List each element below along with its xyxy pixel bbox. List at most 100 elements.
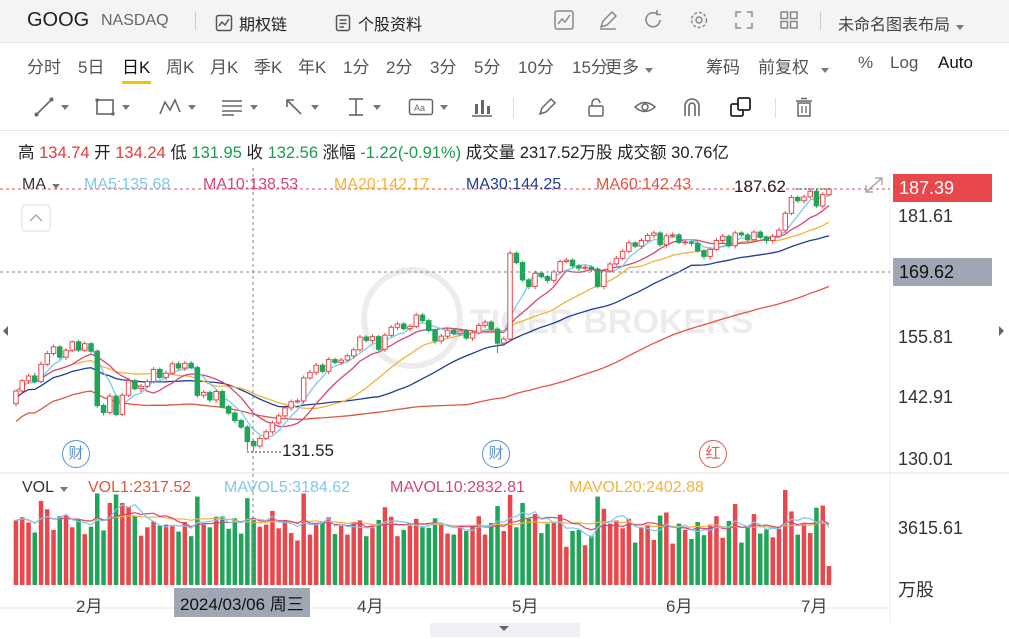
tab-quarterly[interactable]: 季K xyxy=(254,58,283,77)
brush-tool[interactable] xyxy=(536,95,558,119)
volume-bar xyxy=(426,527,431,585)
copy-icon xyxy=(730,97,751,117)
chart-type-button[interactable] xyxy=(551,7,577,33)
chevron-down-icon xyxy=(311,104,319,110)
candle xyxy=(107,395,113,414)
volume-bar xyxy=(545,523,550,585)
copy-drawing-button[interactable] xyxy=(729,95,753,119)
fullscreen-button[interactable] xyxy=(731,7,757,33)
adjust-selector[interactable]: 前复权 xyxy=(758,53,829,78)
rectangle-tool[interactable] xyxy=(94,95,130,119)
price-axis-label: 155.81 xyxy=(898,327,954,347)
current-price-label: 187.39 xyxy=(893,174,992,202)
tab-3min[interactable]: 3分 xyxy=(430,58,457,77)
options-chain-button[interactable]: 期权链 xyxy=(215,11,287,35)
earnings-badge[interactable]: 财 xyxy=(482,440,510,468)
candle xyxy=(726,235,732,247)
volume-bar xyxy=(13,520,19,585)
expand-icon xyxy=(735,11,753,29)
stock-profile-button[interactable]: 个股资料 xyxy=(334,11,422,35)
tab-5min[interactable]: 5分 xyxy=(474,58,501,77)
pattern-tool[interactable] xyxy=(158,95,196,119)
text-tool[interactable]: Aa xyxy=(408,95,448,119)
arrow-tool[interactable] xyxy=(283,95,319,119)
candle xyxy=(413,314,419,327)
ma-legend-toggle[interactable]: MA xyxy=(22,176,60,194)
lock-drawings-button[interactable] xyxy=(585,95,607,119)
tab-5day[interactable]: 5日 xyxy=(78,58,105,77)
svg-text:Aa: Aa xyxy=(414,103,425,113)
volume-bar xyxy=(808,533,813,585)
candle xyxy=(401,323,407,330)
candle xyxy=(651,232,657,236)
percent-toggle[interactable]: % xyxy=(858,53,874,72)
tab-2min[interactable]: 2分 xyxy=(386,58,413,77)
scroll-left-icon[interactable] xyxy=(3,326,8,336)
volume-bar xyxy=(820,505,825,585)
candle xyxy=(250,441,257,447)
earnings-badge[interactable]: 财 xyxy=(62,440,90,468)
volume-bar xyxy=(32,532,37,585)
candle xyxy=(357,336,363,351)
tab-daily[interactable]: 日K xyxy=(122,58,151,77)
tab-yearly[interactable]: 年K xyxy=(298,58,327,77)
volume-bar xyxy=(770,537,775,585)
crosshair-date-label: 2024/03/06 周三 xyxy=(174,588,310,617)
chips-button[interactable]: 筹码 xyxy=(706,58,740,77)
volume-bar xyxy=(645,524,650,585)
settings-button[interactable] xyxy=(686,7,712,33)
volume-bar xyxy=(276,528,281,585)
candle xyxy=(207,391,213,401)
tab-1min[interactable]: 1分 xyxy=(343,58,370,77)
layout-grid-button[interactable] xyxy=(776,7,802,33)
magnet-button[interactable] xyxy=(681,95,703,119)
tab-intraday[interactable]: 分时 xyxy=(27,58,61,77)
vol-legend-toggle[interactable]: VOL xyxy=(22,479,69,497)
candle xyxy=(532,272,538,287)
high-value: 134.74 xyxy=(39,144,90,162)
dividend-badge[interactable]: 红 xyxy=(699,440,727,468)
volume-bar xyxy=(26,522,31,585)
layout-name-label: 未命名图表布局 xyxy=(838,17,951,34)
refresh-button[interactable] xyxy=(640,7,666,33)
volume-bar xyxy=(745,527,750,585)
candle xyxy=(494,328,501,344)
volume-bar xyxy=(651,539,657,585)
candle xyxy=(238,420,244,428)
more-periods-button[interactable]: 更多 xyxy=(605,53,653,78)
scroll-right-icon[interactable] xyxy=(999,326,1004,336)
delete-drawings-button[interactable] xyxy=(793,95,815,119)
volume-bar xyxy=(589,535,594,585)
indicator-tool[interactable] xyxy=(470,95,494,119)
chevron-down-icon xyxy=(821,68,829,73)
candle xyxy=(482,321,488,326)
volume-bar xyxy=(489,523,494,585)
candle xyxy=(282,407,288,417)
volume-bar xyxy=(245,498,250,585)
volume-bar xyxy=(620,528,625,585)
collapse-button[interactable] xyxy=(21,204,51,232)
tab-15min[interactable]: 15分 xyxy=(572,58,608,77)
trend-line-tool[interactable] xyxy=(33,95,69,119)
stock-profile-label: 个股资料 xyxy=(358,17,423,34)
fibonacci-tool[interactable] xyxy=(220,95,258,119)
layout-selector[interactable]: 未命名图表布局 xyxy=(838,11,965,35)
auto-toggle[interactable]: Auto xyxy=(938,53,973,72)
log-toggle[interactable]: Log xyxy=(890,53,919,72)
candle xyxy=(194,367,201,396)
candlestick-chart[interactable]: TIGER BROKERS xyxy=(0,168,1009,638)
chevron-up-icon xyxy=(29,213,43,222)
volume-bar xyxy=(626,518,632,585)
measure-tool[interactable] xyxy=(345,95,381,119)
line-icon xyxy=(34,97,54,117)
maximize-chart-button[interactable] xyxy=(865,177,883,193)
candle xyxy=(307,371,313,379)
chevron-down-icon xyxy=(956,25,965,30)
chart-area[interactable]: TIGER BROKERS MA MA5:135.68 MA1 xyxy=(0,168,1009,638)
hide-drawings-button[interactable] xyxy=(633,95,657,119)
tab-weekly[interactable]: 周K xyxy=(166,58,195,77)
volume-bar xyxy=(188,536,194,585)
edit-button[interactable] xyxy=(595,7,621,33)
tab-10min[interactable]: 10分 xyxy=(518,58,554,77)
tab-monthly[interactable]: 月K xyxy=(210,58,239,77)
